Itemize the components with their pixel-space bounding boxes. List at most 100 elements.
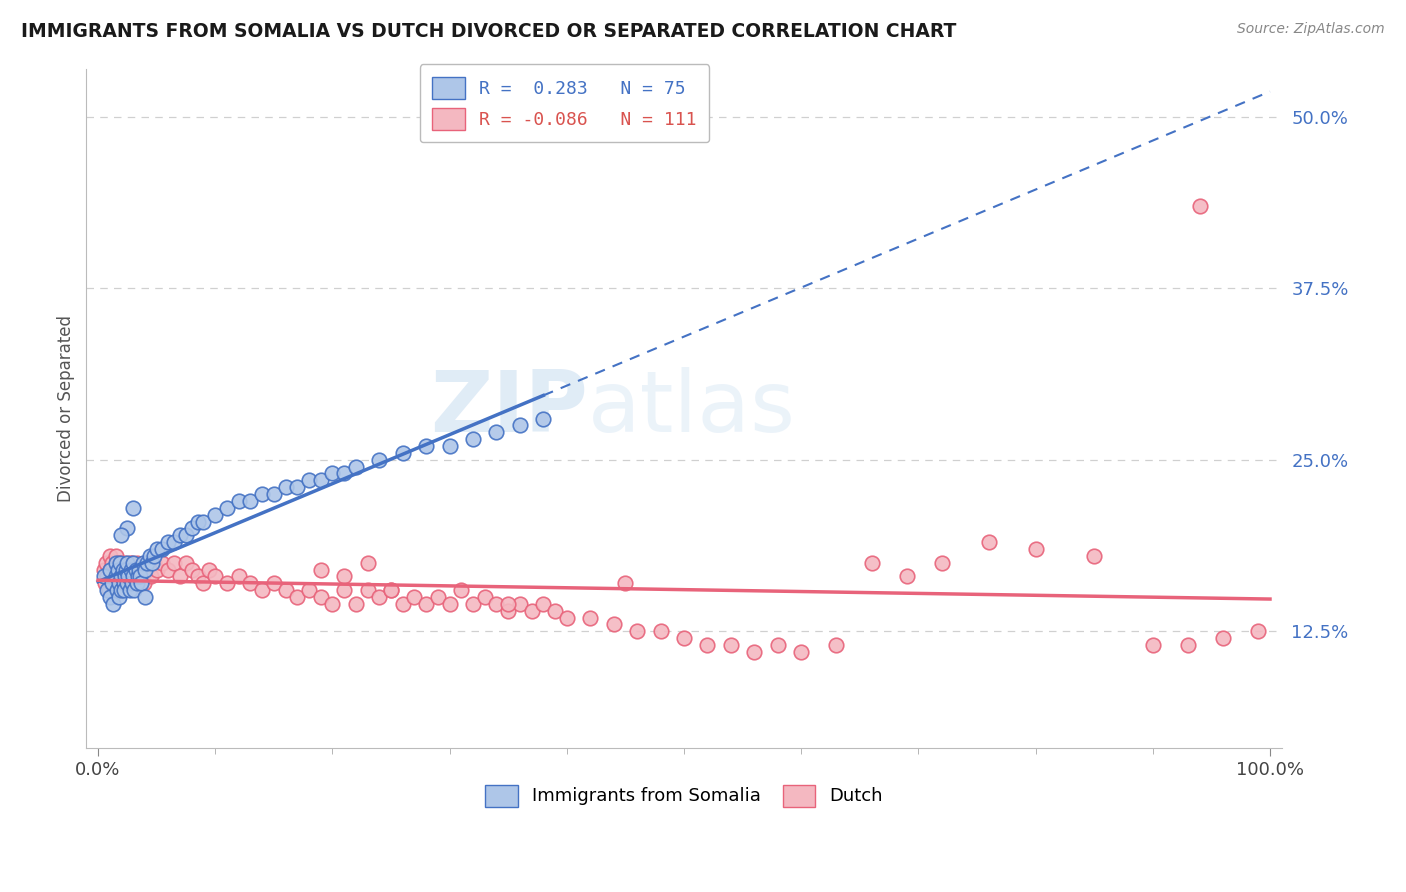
Point (1212, 631, 1234, 645)
Point (198, 563, 221, 577)
Point (298, 583, 321, 598)
Point (356, 556, 378, 570)
Point (790, 645, 813, 659)
Point (157, 563, 180, 577)
Point (110, 569, 132, 583)
Point (112, 583, 135, 598)
Point (97, 583, 120, 598)
Point (131, 556, 153, 570)
Point (672, 631, 695, 645)
Point (193, 576, 215, 591)
Point (107, 563, 129, 577)
Point (602, 617, 624, 632)
Point (122, 563, 145, 577)
Point (391, 446, 413, 460)
Point (696, 638, 718, 652)
Point (285, 590, 308, 604)
Point (344, 597, 367, 611)
Point (124, 569, 146, 583)
Point (103, 583, 125, 598)
Point (439, 597, 461, 611)
Point (344, 459, 367, 474)
Point (1083, 549, 1105, 563)
Point (239, 576, 262, 591)
Point (496, 604, 519, 618)
Point (204, 569, 226, 583)
Point (415, 597, 437, 611)
Point (626, 624, 648, 639)
Text: atlas: atlas (588, 367, 796, 450)
Point (215, 500, 238, 515)
Point (98, 549, 121, 563)
Point (101, 576, 124, 591)
Point (309, 563, 332, 577)
Point (112, 576, 135, 591)
Point (298, 474, 321, 488)
Point (124, 583, 146, 598)
Point (215, 576, 238, 591)
Point (134, 556, 156, 570)
Point (274, 583, 297, 598)
Point (180, 521, 202, 535)
Point (250, 487, 273, 501)
Point (439, 439, 461, 453)
Y-axis label: Divorced or Separated: Divorced or Separated (58, 315, 75, 502)
Point (321, 597, 343, 611)
Point (131, 569, 153, 583)
Point (104, 569, 127, 583)
Point (187, 515, 209, 529)
Point (101, 556, 124, 570)
Point (136, 556, 159, 570)
Point (94, 576, 117, 591)
Point (263, 487, 285, 501)
Point (117, 521, 139, 535)
Point (107, 556, 129, 570)
Point (391, 597, 413, 611)
Point (368, 452, 391, 467)
Point (136, 563, 159, 577)
Point (977, 535, 1000, 549)
Point (93, 569, 115, 583)
Point (128, 563, 150, 577)
Point (544, 604, 567, 618)
Point (380, 583, 402, 598)
Point (143, 556, 166, 570)
Point (104, 556, 127, 570)
Point (108, 569, 131, 583)
Point (825, 638, 848, 652)
Point (152, 541, 174, 556)
Point (139, 569, 162, 583)
Point (105, 583, 128, 598)
Point (650, 624, 672, 639)
Point (111, 563, 134, 577)
Point (860, 556, 883, 570)
Point (108, 576, 131, 591)
Point (132, 576, 155, 591)
Point (174, 556, 197, 570)
Point (131, 563, 153, 577)
Point (114, 556, 136, 570)
Point (485, 425, 508, 440)
Point (461, 597, 484, 611)
Point (204, 508, 226, 522)
Point (152, 556, 174, 570)
Point (134, 590, 156, 604)
Point (766, 638, 789, 652)
Point (118, 583, 141, 598)
Point (285, 480, 308, 494)
Point (520, 604, 543, 618)
Point (110, 556, 132, 570)
Point (110, 583, 132, 598)
Point (531, 411, 554, 425)
Point (115, 563, 138, 577)
Point (157, 535, 180, 549)
Point (122, 500, 145, 515)
Point (127, 569, 149, 583)
Point (380, 583, 402, 598)
Point (228, 494, 250, 508)
Point (579, 610, 602, 624)
Point (98, 563, 121, 577)
Point (180, 563, 202, 577)
Point (555, 610, 578, 624)
Point (174, 528, 197, 542)
